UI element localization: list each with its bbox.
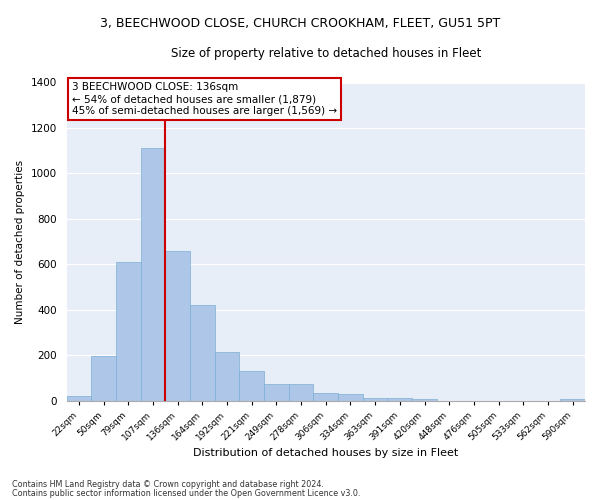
Text: 3, BEECHWOOD CLOSE, CHURCH CROOKHAM, FLEET, GU51 5PT: 3, BEECHWOOD CLOSE, CHURCH CROOKHAM, FLE…: [100, 18, 500, 30]
Bar: [67, 396, 91, 401]
Text: Contains public sector information licensed under the Open Government Licence v3: Contains public sector information licen…: [12, 489, 361, 498]
Bar: [560, 398, 585, 401]
Bar: [239, 372, 264, 401]
Bar: [289, 384, 313, 401]
Bar: [190, 306, 215, 401]
Bar: [140, 148, 165, 401]
Bar: [165, 251, 190, 401]
Y-axis label: Number of detached properties: Number of detached properties: [15, 160, 25, 324]
X-axis label: Distribution of detached houses by size in Fleet: Distribution of detached houses by size …: [193, 448, 458, 458]
Title: Size of property relative to detached houses in Fleet: Size of property relative to detached ho…: [170, 48, 481, 60]
Bar: [363, 398, 388, 401]
Bar: [116, 262, 140, 401]
Text: Contains HM Land Registry data © Crown copyright and database right 2024.: Contains HM Land Registry data © Crown c…: [12, 480, 324, 489]
Bar: [412, 398, 437, 401]
Text: 3 BEECHWOOD CLOSE: 136sqm
← 54% of detached houses are smaller (1,879)
45% of se: 3 BEECHWOOD CLOSE: 136sqm ← 54% of detac…: [72, 82, 337, 116]
Bar: [313, 393, 338, 401]
Bar: [91, 356, 116, 401]
Bar: [215, 352, 239, 401]
Bar: [264, 384, 289, 401]
Bar: [338, 394, 363, 401]
Bar: [388, 398, 412, 401]
